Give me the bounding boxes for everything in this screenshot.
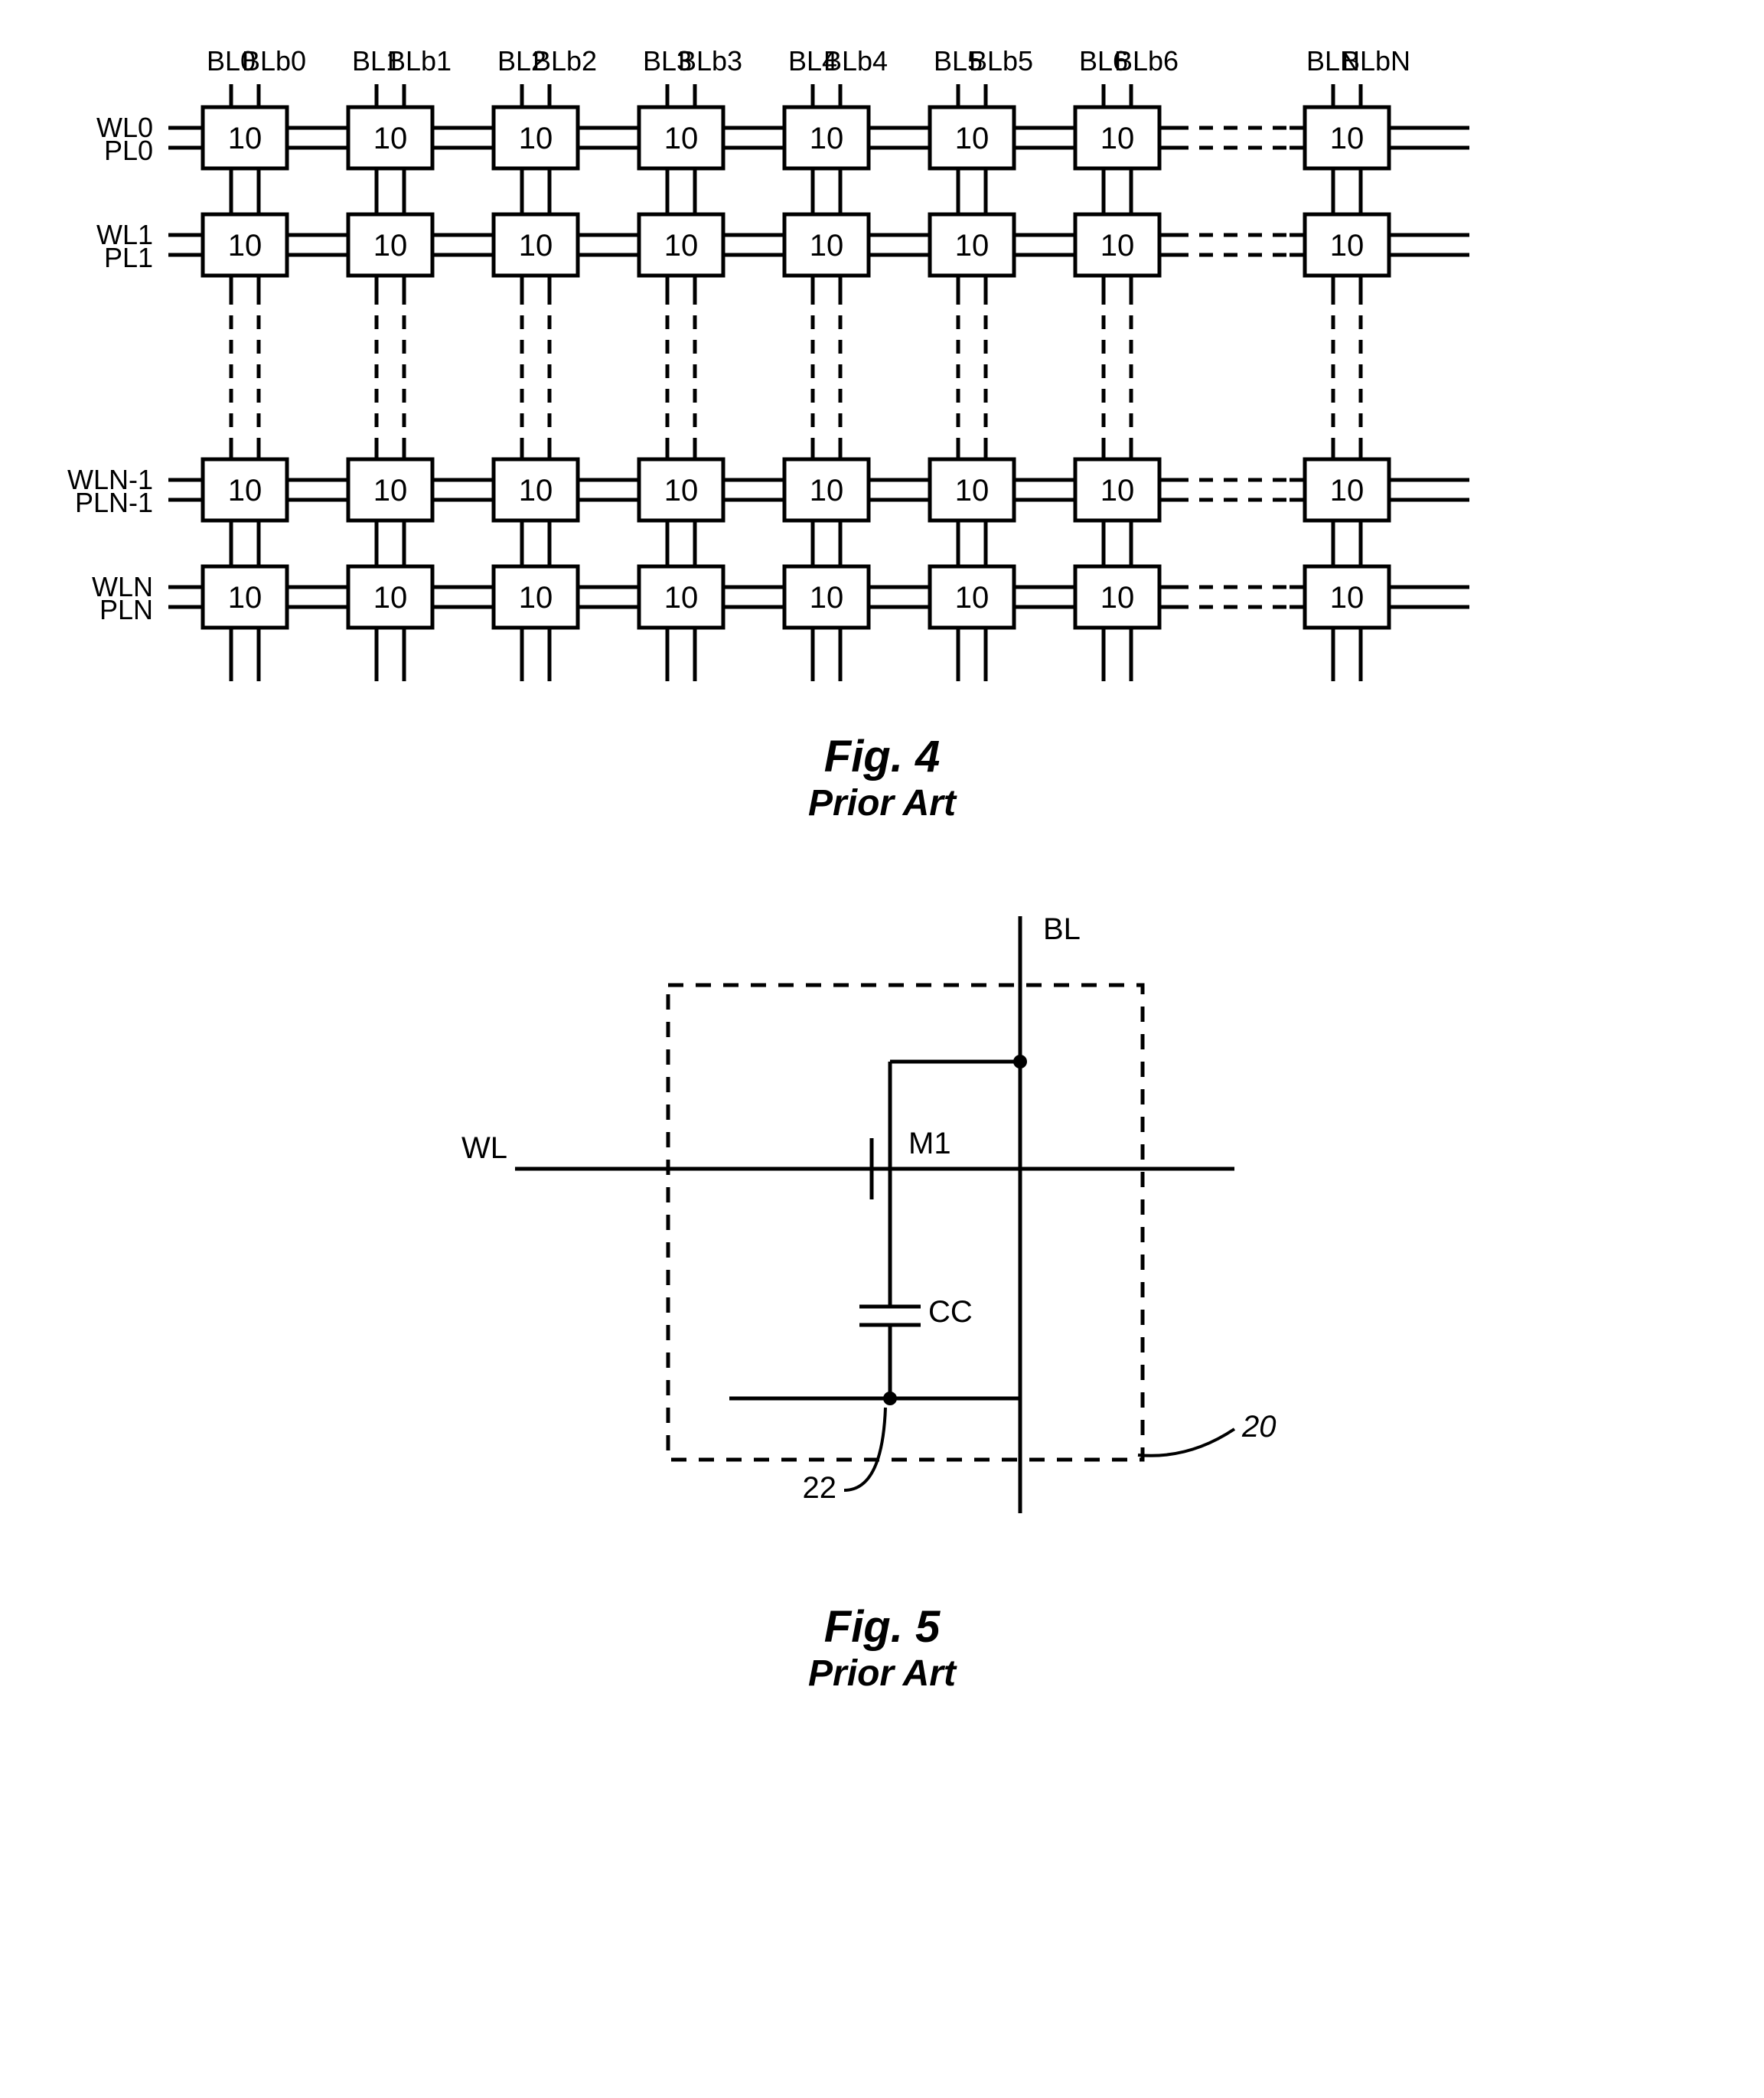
svg-text:10: 10 (1100, 474, 1135, 507)
svg-text:10: 10 (955, 122, 990, 155)
fig5-caption: Fig. 5 Prior Art (31, 1601, 1733, 1695)
fig5-container: BL WL M1 CC 22 20 Fig. 5 Prior Art (31, 886, 1733, 1695)
svg-text:10: 10 (1330, 229, 1365, 263)
fig4-subtitle: Prior Art (31, 782, 1733, 824)
svg-text:10: 10 (1330, 122, 1365, 155)
svg-text:CC: CC (928, 1295, 973, 1329)
svg-text:BL: BL (1043, 912, 1081, 946)
fig5-title: Fig. 5 (31, 1601, 1733, 1653)
svg-text:BLb2: BLb2 (533, 45, 597, 77)
svg-text:PLN: PLN (99, 594, 153, 625)
svg-text:10: 10 (810, 122, 844, 155)
svg-text:BLb3: BLb3 (678, 45, 742, 77)
svg-text:20: 20 (1241, 1410, 1277, 1444)
svg-text:BLb0: BLb0 (242, 45, 306, 77)
svg-text:10: 10 (519, 474, 553, 507)
svg-text:10: 10 (955, 229, 990, 263)
svg-text:10: 10 (228, 122, 262, 155)
svg-text:10: 10 (373, 122, 408, 155)
fig4-container: BL0BLb0BL1BLb1BL2BLb2BL3BLb3BL4BLb4BL5BL… (31, 31, 1733, 824)
svg-text:10: 10 (1100, 229, 1135, 263)
svg-text:10: 10 (519, 122, 553, 155)
svg-text:BLb4: BLb4 (823, 45, 888, 77)
svg-text:10: 10 (373, 474, 408, 507)
fig5-subtitle: Prior Art (31, 1653, 1733, 1695)
svg-text:10: 10 (664, 581, 699, 615)
svg-text:22: 22 (802, 1471, 836, 1505)
svg-text:WL: WL (461, 1131, 507, 1165)
svg-text:BLb1: BLb1 (387, 45, 452, 77)
svg-text:10: 10 (373, 229, 408, 263)
svg-text:PL0: PL0 (104, 135, 153, 166)
svg-text:10: 10 (955, 474, 990, 507)
svg-text:10: 10 (519, 229, 553, 263)
svg-text:10: 10 (810, 229, 844, 263)
svg-text:10: 10 (810, 581, 844, 615)
svg-text:10: 10 (228, 229, 262, 263)
svg-text:10: 10 (228, 474, 262, 507)
svg-text:10: 10 (373, 581, 408, 615)
svg-text:10: 10 (1100, 122, 1135, 155)
svg-text:BLb5: BLb5 (969, 45, 1033, 77)
svg-text:10: 10 (1330, 581, 1365, 615)
svg-text:10: 10 (519, 581, 553, 615)
fig5-diagram: BL WL M1 CC 22 20 (423, 886, 1342, 1574)
svg-text:10: 10 (810, 474, 844, 507)
svg-text:10: 10 (664, 474, 699, 507)
svg-text:PLN-1: PLN-1 (75, 487, 153, 518)
svg-text:10: 10 (664, 122, 699, 155)
svg-text:BLb6: BLb6 (1114, 45, 1179, 77)
fig4-title: Fig. 4 (31, 731, 1733, 782)
svg-text:10: 10 (1100, 581, 1135, 615)
svg-text:10: 10 (955, 581, 990, 615)
svg-text:10: 10 (228, 581, 262, 615)
fig4-diagram: BL0BLb0BL1BLb1BL2BLb2BL3BLb3BL4BLb4BL5BL… (31, 31, 1485, 704)
svg-text:BLbN: BLbN (1342, 45, 1410, 77)
svg-text:PL1: PL1 (104, 242, 153, 273)
svg-text:M1: M1 (908, 1127, 951, 1160)
fig4-caption: Fig. 4 Prior Art (31, 731, 1733, 824)
svg-text:10: 10 (1330, 474, 1365, 507)
svg-text:10: 10 (664, 229, 699, 263)
